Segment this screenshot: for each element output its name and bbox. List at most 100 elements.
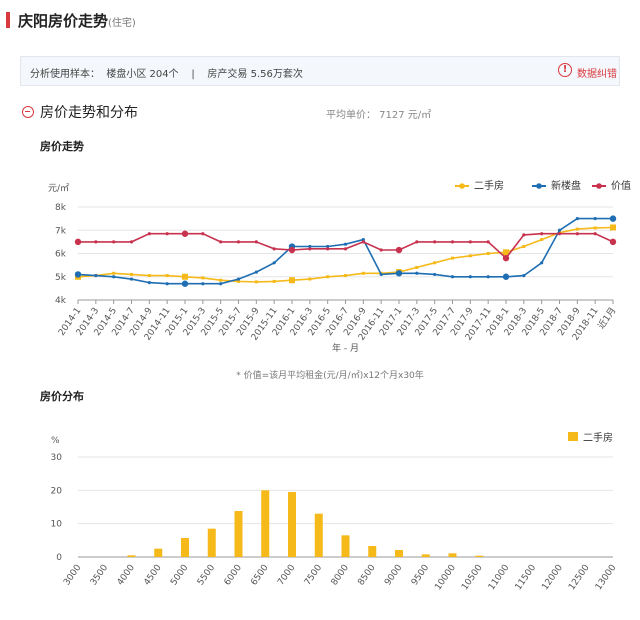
series-point — [522, 233, 526, 237]
series-point — [254, 270, 258, 274]
bar — [448, 553, 457, 557]
series-point — [450, 275, 455, 279]
series-point — [237, 279, 240, 283]
error-report-icon[interactable]: ! — [558, 63, 572, 77]
series-point — [236, 277, 241, 281]
series-point — [308, 277, 312, 281]
series-point — [557, 232, 562, 236]
series-point — [181, 230, 189, 237]
series-point — [74, 271, 82, 278]
title-accent-bar — [6, 12, 10, 28]
series-point — [593, 232, 597, 236]
x-tick-label: 7000 — [276, 563, 297, 588]
series-point — [165, 274, 169, 278]
y-axis-label: % — [51, 436, 60, 446]
series-point — [343, 247, 348, 251]
series-point — [272, 261, 276, 265]
distribution-chart-title: 房价分布 — [40, 390, 84, 403]
series-point — [609, 215, 617, 222]
series-point — [201, 232, 205, 236]
series-point — [129, 240, 134, 244]
x-tick-label: 4000 — [116, 563, 137, 588]
sample-info-text: 分析使用样本： 楼盘小区 204个 | 房产交易 5.56万套次 — [30, 69, 303, 80]
series-line-0 — [77, 226, 614, 283]
x-tick-label: 近1月 — [595, 305, 618, 331]
x-tick-label: 9000 — [383, 563, 404, 588]
series-point — [308, 244, 312, 249]
series-point — [486, 275, 490, 279]
series-point — [219, 278, 223, 282]
series-point — [451, 256, 454, 260]
series-point — [468, 254, 472, 258]
x-tick-label: 10000 — [433, 563, 458, 592]
series-point — [379, 248, 383, 252]
series-point — [112, 271, 116, 275]
x-tick-label: 11000 — [487, 563, 512, 592]
y-tick-label: 20 — [51, 486, 63, 496]
series-point — [575, 232, 579, 236]
legend-swatch-dot — [596, 183, 602, 189]
bar — [181, 538, 189, 557]
series-point — [486, 252, 490, 255]
series-line-2 — [78, 232, 614, 260]
series-point — [289, 277, 295, 284]
legend-label: 新楼盘 — [551, 179, 581, 192]
series-point — [308, 247, 312, 251]
series-point — [129, 277, 134, 281]
series-point — [468, 240, 472, 244]
series-point — [165, 232, 169, 236]
x-axis-label: 年 - 月 — [332, 342, 359, 354]
y-tick-label: 8k — [55, 203, 67, 213]
legend-label: 二手房 — [583, 431, 613, 444]
x-tick-label: 12000 — [540, 563, 565, 592]
series-point — [540, 261, 544, 265]
x-tick-label: 8000 — [330, 563, 351, 588]
collapse-icon[interactable] — [22, 106, 34, 118]
series-point — [450, 240, 455, 244]
series-point — [361, 271, 365, 275]
series-point — [415, 265, 419, 269]
series-point — [147, 232, 151, 236]
series-point — [468, 275, 472, 279]
x-tick-label: 3000 — [62, 563, 83, 588]
series-point — [609, 238, 617, 246]
x-tick-label: 9500 — [410, 563, 431, 588]
series-point — [575, 227, 579, 231]
series-point — [575, 217, 579, 221]
series-point — [395, 246, 403, 254]
x-tick-label: 7500 — [303, 563, 324, 588]
series-point — [94, 240, 98, 244]
series-point — [433, 261, 437, 265]
series-point — [522, 245, 526, 249]
y-axis-label: 元/㎡ — [48, 183, 69, 194]
series-point — [557, 228, 562, 232]
series-point — [326, 247, 330, 251]
bar — [288, 492, 296, 557]
series-point — [433, 272, 437, 277]
bar — [314, 513, 323, 557]
page-subtitle: (住宅) — [108, 18, 136, 29]
legend-label: 价值 — [611, 179, 631, 192]
y-tick-label: 0 — [56, 553, 62, 563]
bar — [207, 528, 216, 557]
section-title: 房价走势和分布 — [40, 105, 138, 121]
average-price: 平均单价： 7127 元/㎡ — [326, 110, 432, 121]
x-tick-label: 13000 — [594, 563, 619, 592]
series-point — [486, 240, 490, 244]
x-tick-label: 4500 — [142, 563, 163, 588]
series-point — [147, 280, 151, 285]
error-report-link[interactable]: 数据纠错 — [577, 69, 617, 80]
series-point — [112, 275, 116, 279]
series-point — [201, 282, 205, 286]
series-point — [540, 238, 544, 242]
series-point — [130, 272, 133, 276]
series-point — [326, 275, 330, 279]
legend-swatch-dot — [459, 183, 465, 189]
bar — [475, 555, 484, 557]
series-point — [343, 242, 348, 246]
series-point — [326, 244, 330, 249]
series-point — [288, 246, 296, 254]
series-point — [361, 240, 365, 244]
legend-swatch-dot — [536, 183, 542, 189]
